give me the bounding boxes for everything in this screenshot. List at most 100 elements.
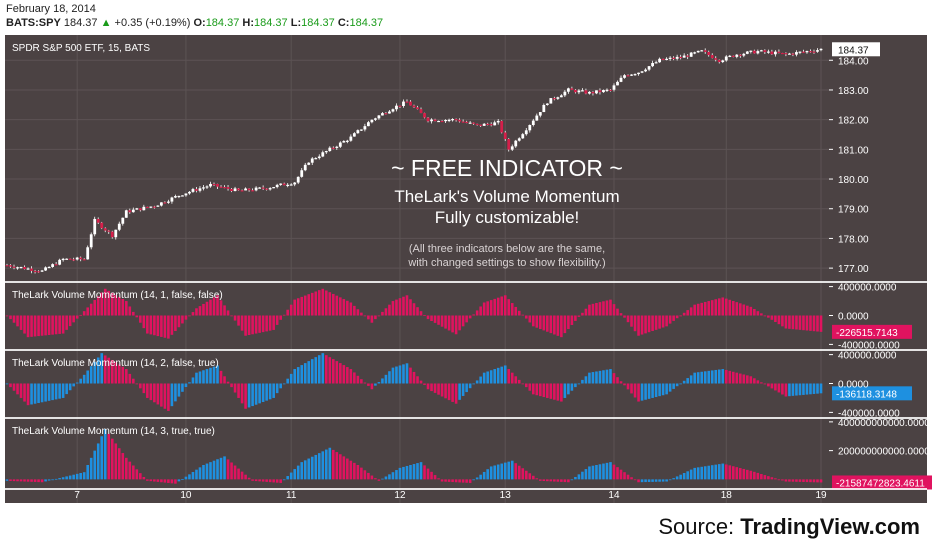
histogram-bar xyxy=(237,468,240,480)
histogram-bar xyxy=(303,295,307,316)
histogram-bar xyxy=(124,369,128,384)
histogram-bar xyxy=(30,479,33,482)
histogram-bar xyxy=(584,376,588,384)
candle-body xyxy=(798,51,802,53)
histogram-bar xyxy=(510,303,514,316)
histogram-bar xyxy=(475,380,479,384)
histogram-bar xyxy=(240,315,244,331)
candle-body xyxy=(661,58,665,61)
histogram-bar xyxy=(686,378,689,384)
indicator-1-histogram[interactable]: -226515.7143 xyxy=(5,288,912,339)
histogram-bar xyxy=(591,303,595,316)
histogram-bar xyxy=(770,315,774,320)
histogram-bar xyxy=(507,461,511,480)
candle-body xyxy=(609,89,612,91)
candle-body xyxy=(191,189,195,192)
candle-body xyxy=(686,55,690,57)
candle-body xyxy=(381,113,384,116)
candle-body xyxy=(493,122,497,126)
histogram-bar xyxy=(139,473,142,480)
pane-dividers[interactable] xyxy=(5,281,927,490)
candle-body xyxy=(321,152,325,157)
histogram-bar xyxy=(177,315,181,328)
candle-body xyxy=(777,51,781,53)
histogram-bar xyxy=(124,457,128,480)
histogram-bar xyxy=(61,383,65,398)
histogram-bar xyxy=(279,479,282,483)
histogram-bar xyxy=(577,474,581,480)
candle-body xyxy=(675,56,679,59)
candle-body xyxy=(812,51,816,53)
histogram-bar xyxy=(553,383,556,400)
candle-body xyxy=(693,52,697,54)
price-candles[interactable] xyxy=(5,48,823,274)
histogram-bar xyxy=(335,361,339,384)
histogram-bar xyxy=(5,383,9,385)
histogram-bar xyxy=(560,315,563,338)
histogram-bar xyxy=(539,479,542,481)
candle-body xyxy=(679,56,683,59)
price-tick-label: 178.00 xyxy=(838,234,869,245)
candle-body xyxy=(388,111,391,114)
histogram-bar xyxy=(570,315,574,325)
candle-body xyxy=(240,190,244,192)
histogram-bar xyxy=(739,373,742,384)
candle-body xyxy=(310,158,314,163)
histogram-bar xyxy=(268,315,272,331)
histogram-bar xyxy=(510,372,514,384)
price-tick-label: 184.00 xyxy=(838,56,869,67)
candle-body xyxy=(524,130,528,135)
histogram-bar xyxy=(265,383,268,401)
histogram-bar xyxy=(651,479,654,482)
histogram-bar xyxy=(574,383,577,388)
histogram-bar xyxy=(703,301,707,316)
histogram-bar xyxy=(654,383,658,398)
histogram-bar xyxy=(286,378,289,384)
histogram-bar xyxy=(405,295,409,316)
price-tick-label: 177.00 xyxy=(838,264,869,275)
symbol[interactable]: BATS:SPY xyxy=(6,17,61,29)
candle-body xyxy=(138,208,142,211)
histogram-bar xyxy=(79,314,82,316)
histogram-bar xyxy=(321,288,325,316)
histogram-bar xyxy=(314,454,318,480)
histogram-bar xyxy=(153,479,156,482)
histogram-bar xyxy=(703,466,707,480)
chart-background xyxy=(5,35,829,503)
histogram-bar xyxy=(451,383,454,402)
histogram-bar xyxy=(181,479,184,480)
histogram-bar xyxy=(54,383,58,400)
histogram-bar xyxy=(739,468,742,480)
histogram-bar xyxy=(816,315,819,332)
histogram-bar xyxy=(710,465,714,480)
histogram-bar xyxy=(770,383,774,389)
candle-body xyxy=(542,104,546,113)
histogram-bar xyxy=(542,383,546,398)
axis-background xyxy=(829,35,927,503)
histogram-bar xyxy=(767,476,770,480)
histogram-bar xyxy=(282,479,286,481)
candle-body xyxy=(30,268,33,271)
candle-body xyxy=(689,52,693,57)
indicator-3-histogram[interactable]: -21587472823.4611 xyxy=(5,429,932,490)
candle-body xyxy=(633,74,637,76)
histogram-bar xyxy=(602,463,605,480)
candle-body xyxy=(588,91,591,94)
histogram-bar xyxy=(44,479,47,482)
histogram-bar xyxy=(707,370,711,384)
histogram-bar xyxy=(156,479,160,482)
histogram-bar xyxy=(412,371,416,384)
promo-line-2: Fully customizable! xyxy=(435,208,580,227)
histogram-bar xyxy=(205,369,209,384)
histogram-bar xyxy=(170,383,174,407)
candle-body xyxy=(658,58,662,63)
histogram-bar xyxy=(163,383,167,409)
candle-body xyxy=(549,98,553,104)
histogram-bar xyxy=(542,479,546,481)
candle-body xyxy=(121,217,125,224)
histogram-bar xyxy=(142,315,146,329)
indicator-2-histogram[interactable]: -136118.3148 xyxy=(5,353,912,411)
histogram-bar xyxy=(367,383,370,386)
histogram-bar xyxy=(419,462,423,480)
